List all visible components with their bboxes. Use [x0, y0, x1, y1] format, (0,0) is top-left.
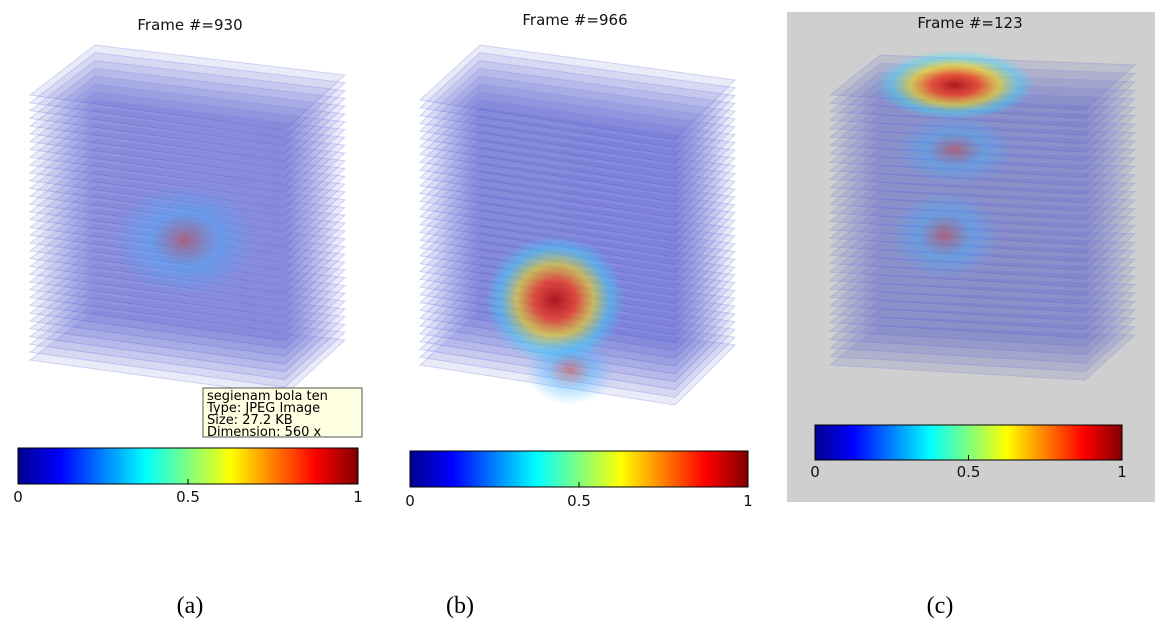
frame-title: Frame #=123 — [917, 14, 1022, 32]
colorbar-tick-label: 0.5 — [957, 463, 981, 481]
colorbar-tick-label: 0.5 — [567, 492, 591, 510]
colorbar-tick-label: 1 — [353, 488, 363, 506]
colorbar-tick-label: 1 — [1117, 463, 1127, 481]
caption: (b) — [446, 593, 474, 619]
frame-title: Frame #=930 — [137, 16, 242, 34]
tooltip: segienam bola ten Type: JPEG Image Size:… — [203, 388, 362, 440]
tooltip-line: Dimension: 560 x — [207, 425, 322, 440]
colorbar-tick-label: 0 — [405, 492, 415, 510]
caption: (c) — [927, 593, 954, 619]
colorbar-tick-label: 0.5 — [176, 488, 200, 506]
hotspot — [890, 190, 1000, 280]
figure: Frame #=930 0 0.5 1 (a) Frame #=966 0 0.5 1 (b) Fr… — [0, 0, 1155, 623]
caption: (a) — [177, 593, 204, 619]
colorbar-tick-label: 0 — [810, 463, 820, 481]
hotspot — [875, 50, 1035, 120]
hotspot — [895, 115, 1015, 185]
frame-title: Frame #=966 — [522, 11, 627, 29]
colorbar — [815, 425, 1122, 460]
hotspot — [525, 335, 615, 405]
colorbar-tick-label: 0 — [13, 488, 23, 506]
colorbar — [410, 451, 748, 487]
hotspot — [115, 185, 255, 295]
colorbar-tick-label: 1 — [743, 492, 753, 510]
colorbar — [18, 448, 358, 484]
